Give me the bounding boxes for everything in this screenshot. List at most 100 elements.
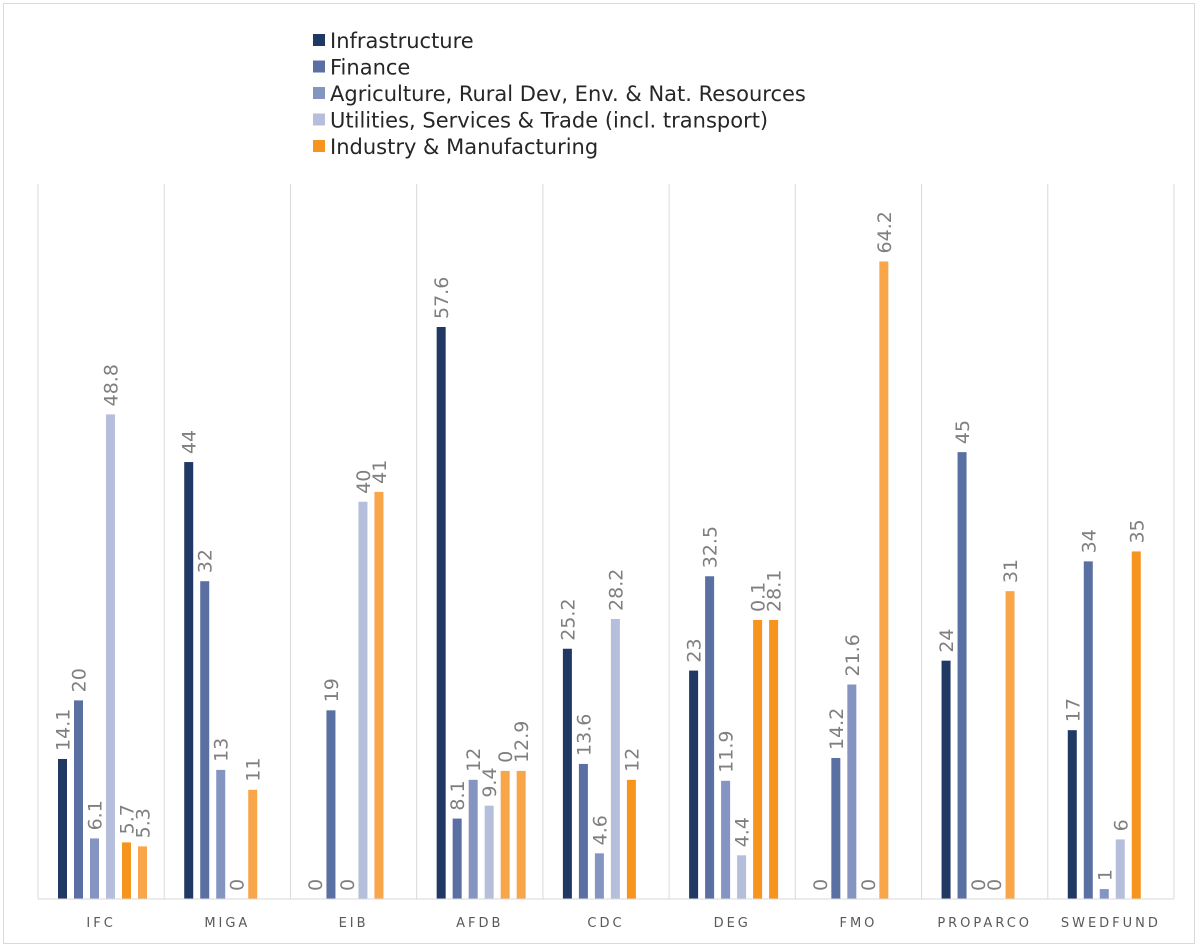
data-label: 44 [179, 430, 201, 454]
data-label: 64.2 [874, 211, 896, 253]
bar-industry-manufacturing-deg [753, 619, 763, 899]
bar-finance-ifc [74, 700, 83, 899]
category-axis: IFC MIGA EIB AFDB CDC DEG FMO PROPARCO SWEDFUND [38, 898, 1174, 931]
legend-swatch-infrastructure [313, 34, 325, 46]
bar-industry-manufacturing-proparco [1005, 591, 1015, 899]
data-label: 57.6 [431, 277, 453, 319]
data-label: 12 [621, 748, 643, 772]
data-label: 40 [353, 470, 375, 494]
data-label: 25.2 [557, 598, 579, 640]
data-label: 23 [684, 638, 706, 662]
bar-industry-manufacturing-eib [374, 491, 384, 899]
data-label: 1 [1094, 869, 1116, 881]
bar-utilities-services-trade-incl-transport-ifc [106, 414, 115, 899]
category-label-cdc: CDC [587, 916, 624, 931]
data-label: 0 [810, 879, 832, 891]
category-label-eib: EIB [339, 916, 369, 931]
data-label: 0 [968, 879, 990, 891]
legend-swatch-industry-manufacturing [313, 140, 325, 152]
bar-utilities-services-trade-incl-transport-cdc [610, 618, 620, 899]
data-label: 5.7 [117, 804, 139, 834]
data-label: 31 [1000, 559, 1022, 583]
category-gridlines [37, 184, 1175, 899]
legend-label-utilities-services-trade-incl-transport: Utilities, Services & Trade (incl. trans… [330, 109, 768, 133]
bar-agriculture-rural-dev-env-nat-resources-fmo [847, 684, 857, 899]
bar-infrastructure-cdc [562, 648, 572, 899]
bar-agriculture-rural-dev-env-nat-resources-swedfund [1099, 889, 1109, 899]
bar-finance-fmo [831, 757, 841, 899]
data-label: 28.2 [605, 569, 627, 611]
chart-frame [3, 3, 1195, 944]
bar-finance-swedfund [1083, 561, 1093, 899]
data-label: 11 [243, 758, 265, 782]
data-label: 0.1 [748, 582, 770, 612]
bar-industry-manufacturing-ifc [122, 842, 131, 899]
data-label: 28.1 [764, 570, 786, 612]
data-label: 19 [321, 678, 343, 702]
bar-agriculture-rural-dev-env-nat-resources-deg [721, 780, 731, 899]
category-label-afdb: AFDB [456, 916, 503, 931]
bar-utilities-services-trade-incl-transport-deg [737, 855, 747, 899]
bar-agriculture-rural-dev-env-nat-resources-afdb [468, 779, 478, 899]
legend-label-finance: Finance [330, 56, 410, 80]
bar-utilities-services-trade-incl-transport-eib [358, 501, 368, 899]
category-label-swedfund: SWEDFUND [1061, 916, 1161, 931]
bar-agriculture-rural-dev-env-nat-resources-ifc [90, 838, 99, 899]
data-label: 14.1 [53, 709, 75, 751]
data-label: 21.6 [842, 634, 864, 676]
data-label: 8.1 [447, 780, 469, 810]
data-label: 12.9 [511, 721, 533, 763]
legend-swatch-finance [313, 60, 325, 73]
bar-finance-miga [200, 581, 210, 899]
data-label: 4.6 [589, 815, 611, 845]
category-label-ifc: IFC [86, 916, 115, 931]
data-label: 35 [1126, 519, 1148, 543]
bar-extra-deg [769, 619, 779, 899]
legend-swatch-agriculture-rural-dev-env-nat-resources [313, 87, 325, 99]
bar-infrastructure-ifc [58, 758, 67, 899]
data-label: 6 [1110, 819, 1132, 831]
category-label-fmo: FMO [839, 916, 877, 931]
data-label: 32 [195, 549, 217, 573]
bar-infrastructure-proparco [941, 660, 951, 899]
data-label: 20 [69, 668, 91, 692]
data-label: 0 [227, 879, 249, 891]
bar-industry-manufacturing-swedfund [1131, 551, 1141, 899]
bar-utilities-services-trade-incl-transport-swedfund [1115, 839, 1125, 899]
bar-industry-manufacturing-cdc [626, 779, 636, 899]
bar-finance-eib [326, 710, 336, 899]
data-label: 4.4 [732, 817, 754, 847]
bar-industry-manufacturing-fmo [879, 261, 889, 899]
data-label: 9.4 [479, 767, 501, 797]
bar-finance-proparco [957, 452, 967, 899]
data-label: 48.8 [101, 364, 123, 406]
legend-label-agriculture-rural-dev-env-nat-resources: Agriculture, Rural Dev, Env. & Nat. Reso… [330, 82, 806, 106]
data-label: 5.3 [133, 808, 155, 838]
data-label: 34 [1078, 529, 1100, 553]
bar-extra-ifc [138, 846, 147, 899]
bar-finance-deg [705, 576, 715, 899]
data-label: 24 [936, 628, 958, 652]
data-label: 14.2 [826, 708, 848, 750]
data-label: 45 [952, 420, 974, 444]
category-label-proparco: PROPARCO [937, 916, 1032, 931]
legend-label-infrastructure: Infrastructure [330, 29, 474, 53]
data-label: 0 [305, 879, 327, 891]
data-label: 0 [495, 751, 517, 763]
data-label: 13 [211, 738, 233, 762]
bar-agriculture-rural-dev-env-nat-resources-miga [216, 769, 226, 899]
bar-infrastructure-swedfund [1067, 730, 1077, 899]
data-label: 0 [858, 879, 880, 891]
bar-finance-afdb [452, 818, 462, 899]
bar-finance-cdc [578, 763, 588, 899]
data-label: 0 [337, 879, 359, 891]
data-label: 6.1 [85, 800, 107, 830]
bar-utilities-services-trade-incl-transport-afdb [484, 805, 494, 899]
data-label: 11.9 [716, 731, 738, 773]
data-label: 41 [369, 460, 391, 484]
bar-infrastructure-deg [689, 670, 699, 899]
data-label: 13.6 [573, 714, 595, 756]
